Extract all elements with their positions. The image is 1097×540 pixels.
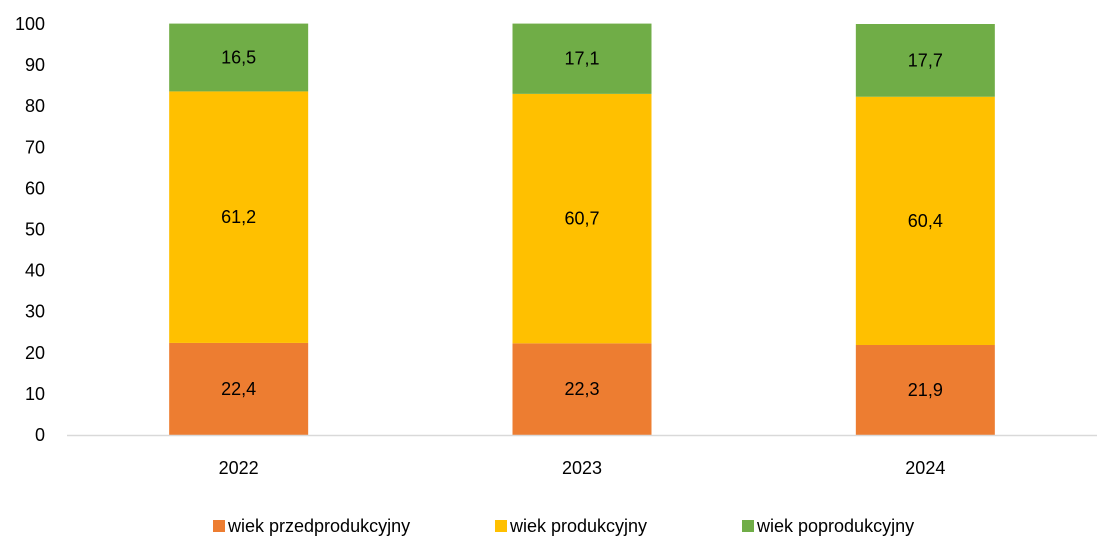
x-tick-label: 2024: [905, 458, 945, 478]
y-axis: 0 10 20 30 40 50 60 70 80 90 100: [15, 14, 45, 445]
y-tick-label: 80: [25, 96, 45, 116]
data-label: 61,2: [221, 207, 256, 227]
data-label: 17,7: [908, 50, 943, 70]
y-tick-label: 20: [25, 343, 45, 363]
y-tick-label: 50: [25, 220, 45, 240]
y-tick-label: 90: [25, 55, 45, 75]
bar-segment: [855, 24, 995, 97]
y-tick-label: 0: [35, 425, 45, 445]
x-tick-label: 2023: [562, 458, 602, 478]
x-axis: 2022 2023 2024: [67, 434, 1097, 478]
data-label: 22,3: [564, 379, 599, 399]
bar-segment: [169, 342, 309, 435]
y-tick-label: 100: [15, 14, 45, 34]
bar-segment: [855, 344, 995, 435]
legend-swatch: [213, 520, 225, 532]
legend-label: wiek poprodukcyjny: [756, 516, 914, 536]
bar-segment: [169, 23, 309, 92]
y-tick-label: 30: [25, 302, 45, 322]
legend-label: wiek przedprodukcyjny: [227, 516, 410, 536]
y-tick-label: 70: [25, 137, 45, 157]
data-label: 22,4: [221, 379, 256, 399]
bar-segment: [512, 23, 652, 94]
legend-swatch: [495, 520, 507, 532]
bars: 22,4 61,2 16,5 22,3 60,7 17,1 21,9 60,4 17,7: [169, 23, 995, 435]
bar-segment: [512, 93, 652, 344]
data-label: 60,7: [564, 209, 599, 229]
data-label: 16,5: [221, 47, 256, 67]
legend-swatch: [742, 520, 754, 532]
data-label: 21,9: [908, 380, 943, 400]
legend: wiek przedprodukcyjny wiek produkcyjny wie…: [213, 516, 914, 536]
bar-segment: [855, 96, 995, 345]
y-tick-label: 40: [25, 261, 45, 281]
x-tick-label: 2022: [219, 458, 259, 478]
y-tick-label: 10: [25, 384, 45, 404]
y-tick-label: 60: [25, 178, 45, 198]
data-label: 60,4: [908, 211, 943, 231]
data-label: 17,1: [564, 49, 599, 69]
legend-label: wiek produkcyjny: [509, 516, 647, 536]
bar-segment: [169, 91, 309, 343]
bar-segment: [512, 343, 652, 435]
